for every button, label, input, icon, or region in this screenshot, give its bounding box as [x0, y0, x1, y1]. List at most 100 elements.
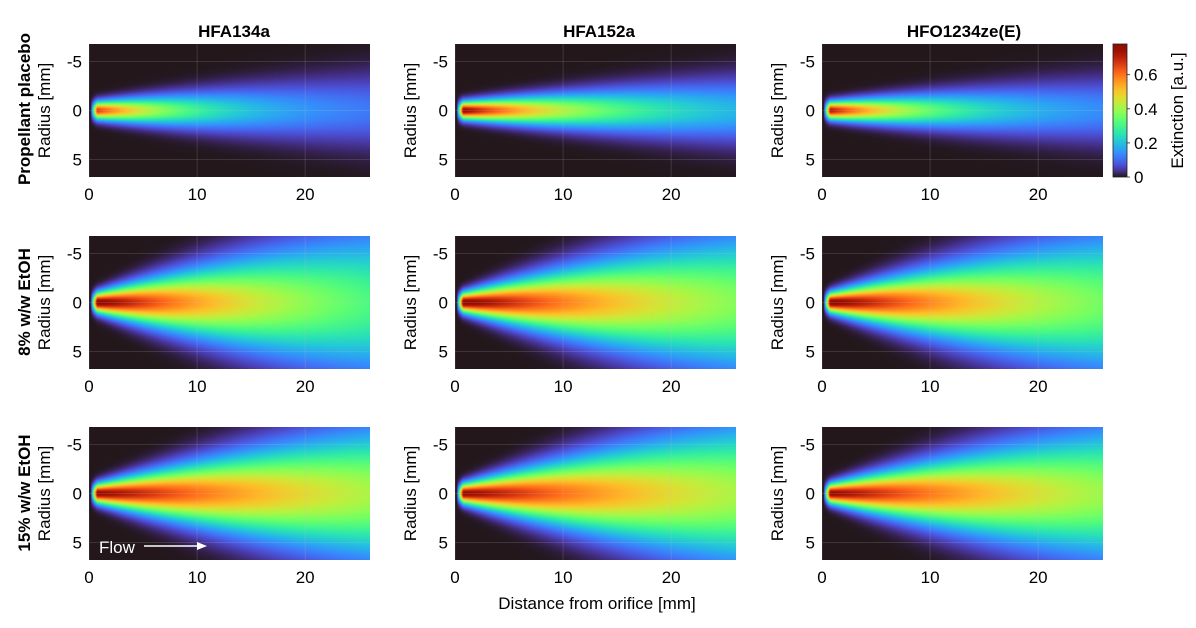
y-tick-label: 5 [73, 342, 82, 361]
x-tick-label: 20 [662, 568, 681, 587]
x-tick-label: 0 [450, 185, 459, 204]
column-title-hfa134a: HFA134a [198, 22, 270, 41]
extinction-field [822, 44, 1103, 177]
x-tick-label: 10 [554, 377, 573, 396]
y-tick-label: -5 [433, 436, 448, 455]
column-titles: HFA134a HFA152a HFO1234ze(E) [198, 22, 1021, 41]
extinction-field [822, 236, 1103, 369]
x-tick-label: 20 [296, 568, 315, 587]
grid [89, 236, 370, 369]
grid [822, 427, 1103, 560]
y-axis-label: Radius [mm] [768, 446, 787, 541]
y-tick-label: 5 [806, 342, 815, 361]
grid [89, 427, 370, 560]
y-tick-label: 0 [439, 102, 448, 121]
x-tick-label: 0 [84, 185, 93, 204]
x-axis-label: Distance from orifice [mm] [498, 594, 695, 613]
extinction-field [455, 236, 736, 369]
colorbar-tick-label: 0 [1134, 168, 1143, 187]
grid [822, 44, 1103, 177]
extinction-field [89, 236, 370, 369]
y-axis-label: Radius [mm] [768, 255, 787, 350]
grid [89, 44, 370, 177]
row-titles: Propellant placebo 8% w/w EtOH 15% w/w E… [15, 33, 34, 552]
column-title-hfa152a: HFA152a [563, 22, 635, 41]
y-tick-label: 0 [73, 294, 82, 313]
row-title-8pct-etoh: 8% w/w EtOH [15, 248, 34, 356]
y-tick-label: 0 [73, 485, 82, 504]
y-tick-label: 0 [439, 485, 448, 504]
extinction-field [822, 427, 1103, 560]
x-tick-label: 10 [921, 185, 940, 204]
grid [822, 236, 1103, 369]
extinction-field [89, 44, 370, 177]
y-tick-label: -5 [800, 53, 815, 72]
colorbar-tick-label: 0.2 [1134, 134, 1158, 153]
row-title-15pct-etoh: 15% w/w EtOH [15, 434, 34, 551]
y-tick-label: 0 [806, 294, 815, 313]
grid [455, 427, 736, 560]
extinction-field [455, 44, 736, 177]
colorbar: 0 0.2 0.4 0.6 Extinction [a.u.] [1112, 43, 1187, 187]
y-tick-label: 5 [806, 533, 815, 552]
flow-arrowhead-icon [197, 542, 207, 550]
column-title-hfo1234ze: HFO1234ze(E) [907, 22, 1021, 41]
y-tick-label: -5 [67, 53, 82, 72]
y-tick-label: -5 [67, 436, 82, 455]
y-tick-label: 5 [439, 150, 448, 169]
x-tick-label: 0 [817, 185, 826, 204]
y-axis-label: Radius [mm] [768, 63, 787, 158]
y-axis-label: Radius [mm] [401, 255, 420, 350]
y-tick-label: 0 [806, 485, 815, 504]
y-tick-label: -5 [67, 245, 82, 264]
y-axis-label: Radius [mm] [401, 446, 420, 541]
x-tick-label: 20 [662, 377, 681, 396]
x-tick-label: 10 [188, 568, 207, 587]
y-tick-label: -5 [800, 245, 815, 264]
x-tick-label: 10 [188, 377, 207, 396]
x-tick-label: 10 [921, 377, 940, 396]
extinction-field [89, 427, 370, 560]
x-tick-label: 10 [188, 185, 207, 204]
x-tick-label: 0 [84, 568, 93, 587]
colorbar-gradient [1112, 43, 1128, 178]
x-tick-label: 10 [554, 185, 573, 204]
grid [455, 236, 736, 369]
y-tick-label: 5 [806, 150, 815, 169]
x-tick-label: 0 [450, 377, 459, 396]
x-tick-label: 20 [1029, 568, 1048, 587]
y-tick-label: 5 [439, 533, 448, 552]
y-axis-label: Radius [mm] [35, 255, 54, 350]
x-tick-label: 20 [296, 377, 315, 396]
x-tick-label: 0 [817, 568, 826, 587]
y-tick-label: 0 [439, 294, 448, 313]
y-tick-label: 5 [73, 150, 82, 169]
flow-label: Flow [99, 538, 136, 557]
x-tick-label: 10 [554, 568, 573, 587]
x-tick-label: 20 [1029, 377, 1048, 396]
y-axis-label: Radius [mm] [35, 63, 54, 158]
y-axis-label: Radius [mm] [401, 63, 420, 158]
flow-annotation: Flow [99, 538, 207, 557]
colorbar-tick-label: 0.4 [1134, 100, 1158, 119]
y-tick-label: 5 [439, 342, 448, 361]
y-axis-label: Radius [mm] [35, 446, 54, 541]
x-tick-label: 10 [921, 568, 940, 587]
x-tick-label: 20 [662, 185, 681, 204]
x-tick-label: 0 [84, 377, 93, 396]
x-tick-label: 20 [1029, 185, 1048, 204]
grid [455, 44, 736, 177]
x-tick-label: 20 [296, 185, 315, 204]
row-title-placebo: Propellant placebo [15, 33, 34, 185]
y-tick-label: -5 [800, 436, 815, 455]
x-tick-label: 0 [450, 568, 459, 587]
